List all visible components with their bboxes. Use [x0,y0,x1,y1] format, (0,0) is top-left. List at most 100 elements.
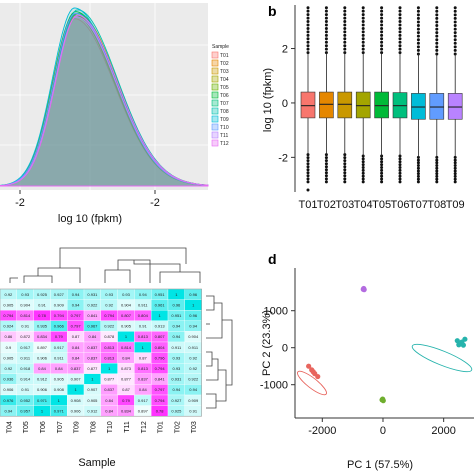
box-outlier-point [324,16,328,20]
heatmap-cell-value: 0.878 [104,334,115,339]
box-outlier-point [416,164,420,168]
heatmap-cell-value: 1 [108,366,111,371]
box-outlier-point [324,30,328,34]
heatmap-cell-value: 0.911 [54,355,64,360]
heatmap-cell-value: 0.837 [87,355,98,360]
box-outlier-point [380,171,384,175]
box-outlier-point [416,16,420,20]
box-outlier-point [398,165,402,169]
box-outlier-point [361,177,365,181]
box-outlier-point [324,44,328,48]
heatmap-cell-value: 0.93 [173,366,182,371]
box-outlier-point [398,37,402,41]
pca-axis-ticks: -2000 0 2000 1000 0 -1000 [260,306,456,437]
heatmap-cell-value: 0.794 [155,398,166,403]
box-outlier-point [361,23,365,27]
box-outlier-point [398,9,402,13]
box-outlier-point [416,9,420,13]
heatmap-cell-value: 0.84 [55,366,64,371]
box-outlier-point [306,20,310,24]
box-outlier-point [416,45,420,49]
heatmap-cell-value: 1 [74,387,77,392]
heatmap-cell-value: 1 [192,302,195,307]
dendrogram-branch [206,351,213,367]
box-outlier-point [306,6,310,10]
heatmap-cell-value: 0.84 [139,387,148,392]
box-outlier-point [398,6,402,10]
heatmap-cell-value: 0.909 [54,302,65,307]
heatmap-cell-value: 0.908 [54,387,65,392]
box-outlier-point [398,163,402,167]
heatmap-cell-value: 0.94 [72,302,81,307]
heatmap-cell-value: 0.904 [188,334,199,339]
heatmap-cell-value: 0.917 [138,398,149,403]
box-outlier-point [398,180,402,184]
heatmap-cell-value: 0.94 [173,324,182,329]
heatmap-cell-value: 0.804 [155,345,166,350]
box-outlier-point [343,168,347,172]
box-outlier-point [453,180,457,184]
box-outlier-point [435,172,439,176]
box-outlier-point [453,6,457,10]
box-outlier-point [453,45,457,49]
density-legend-title: Sample [212,44,229,50]
box-outlier-point [435,161,439,165]
heatmap-column-label: T10 [107,421,114,433]
box-outlier-point [453,48,457,52]
box-outlier-point [324,165,328,169]
heatmap-cell-value: 0.925 [37,292,48,297]
heatmap-panel: 0.92 0.93 0.925 0.927 0.94 0.931 0.93 0.93 0.94 0… [0,247,233,469]
box-body [447,93,463,120]
heatmap-cell-value: 0.906 [3,387,14,392]
heatmap-cell-value: 0.922 [87,302,98,307]
box-outlier-point [416,166,420,170]
density-curves [0,7,209,187]
box-outlier-point [361,6,365,10]
box-outlier-point [324,159,328,163]
heatmap-cell-value: 0.897 [37,345,48,350]
box-outlier-point [398,44,402,48]
box-body [337,91,353,119]
box-outlier-point [416,41,420,45]
panel-letter-d: d [268,251,277,267]
heatmap-cell-value: 0.794 [155,366,166,371]
box-outlier-point [380,20,384,24]
box-outlier-point [435,34,439,38]
box-outlier-point [453,169,457,173]
box-outlier-point [380,44,384,48]
legend-label-t11: T11 [220,133,228,139]
box-outlier-point [416,172,420,176]
box-outlier-point [306,174,310,178]
box-outlier-point [361,37,365,41]
box-outlier-point [343,37,347,41]
box-outlier-point [398,157,402,161]
box-outlier-point [380,160,384,164]
heatmap-cell-value: 0.84 [105,408,114,413]
box-outlier-point [435,177,439,181]
box-outlier-point [306,26,310,30]
heatmap-cell-value: 0.79 [122,398,131,403]
boxplot-x-tick-label: T02 [317,199,336,211]
box-t03 [337,6,353,184]
heatmap-cell-value: 0.94 [189,324,198,329]
heatmap-cell-value: 0.93 [21,292,30,297]
box-t07 [411,6,426,184]
heatmap-cell-value: 0.797 [71,313,82,318]
box-outlier-point [398,47,402,51]
box-outlier-point [453,172,457,176]
heatmap-cell-value: 0.877 [104,377,115,382]
heatmap-cell-value: 0.936 [3,377,14,382]
heatmap-cell-value: 0.96 [189,292,198,297]
box-outlier-point [361,20,365,24]
box-outlier-point [361,40,365,44]
box-outlier-point [435,31,439,35]
heatmap-cell-value: 0.837 [87,345,98,350]
box-outlier-point [416,177,420,181]
box-outlier-point [324,180,328,184]
legend-label-t02: T02 [220,61,229,67]
legend-label-t06: T06 [220,93,229,99]
pca-x-tick-label: 2000 [431,425,455,437]
heatmap-cell-value: 0.93 [173,355,182,360]
heatmap-cell-value: 0.84 [89,334,98,339]
box-outlier-point [306,156,310,160]
